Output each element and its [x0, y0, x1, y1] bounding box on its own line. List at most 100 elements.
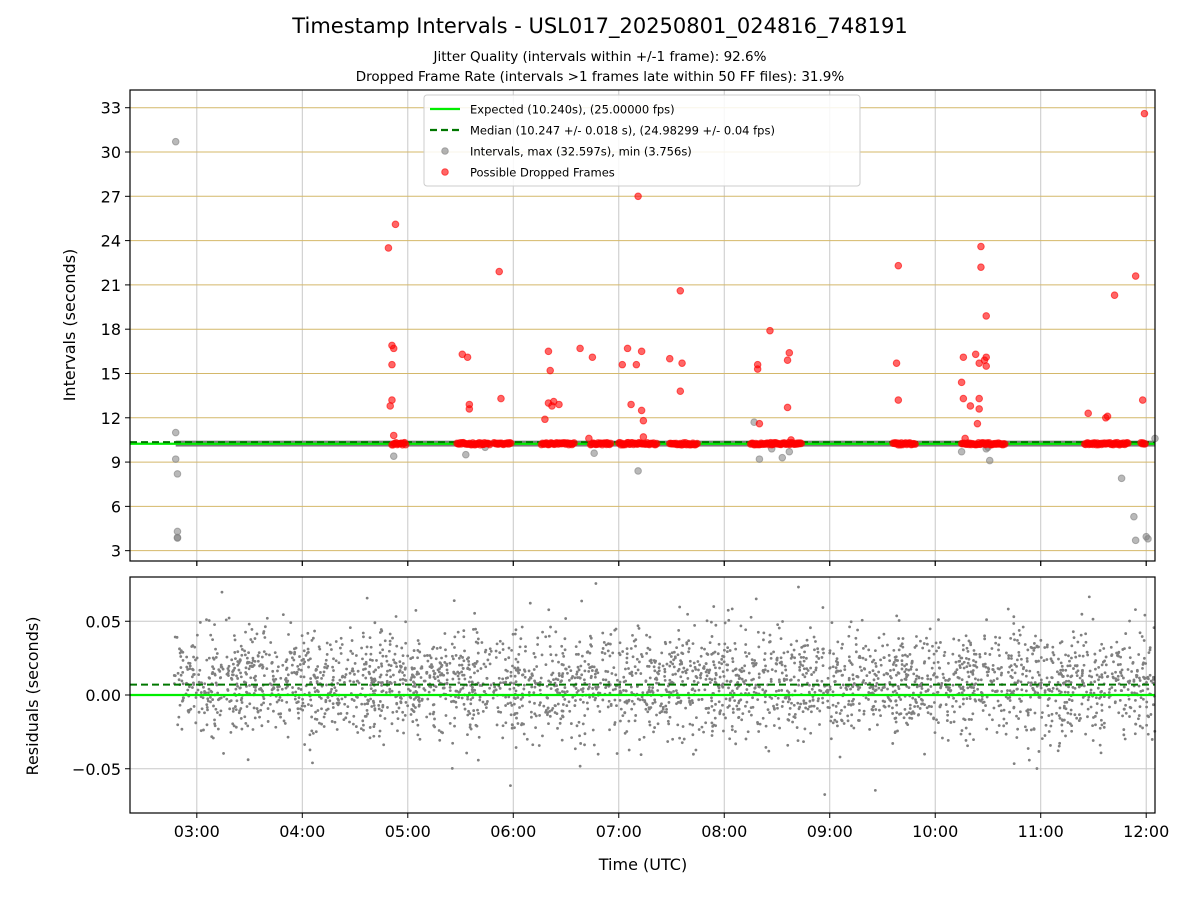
residual-point — [783, 696, 787, 700]
residual-point — [630, 674, 634, 677]
residual-point — [836, 669, 840, 673]
residual-point — [548, 709, 552, 713]
residual-point — [1075, 671, 1078, 674]
residual-point — [1113, 689, 1117, 692]
residual-point — [324, 658, 328, 662]
residuals-x-tick-label: 04:00 — [279, 822, 325, 841]
residual-point — [895, 659, 899, 662]
residual-point — [458, 663, 461, 667]
residual-point — [1128, 619, 1131, 623]
residual-point — [772, 724, 776, 727]
residual-point — [743, 682, 747, 686]
residual-point — [1015, 658, 1019, 662]
residual-point — [891, 690, 895, 694]
residual-point — [1040, 715, 1044, 719]
residual-point — [1019, 680, 1023, 684]
residual-point — [949, 689, 953, 692]
residual-point — [299, 707, 302, 711]
residual-point — [657, 666, 661, 670]
residual-point — [668, 678, 672, 682]
residual-point — [226, 667, 230, 670]
residual-point — [826, 699, 830, 703]
residual-point — [200, 681, 203, 685]
residual-point — [225, 697, 229, 701]
residual-point — [625, 661, 629, 664]
residual-point — [878, 708, 881, 712]
residual-point — [1071, 691, 1075, 694]
residual-point — [749, 615, 753, 619]
residual-point — [229, 730, 233, 734]
residual-point — [331, 702, 335, 706]
residual-point — [1036, 691, 1040, 695]
residual-point — [573, 747, 577, 751]
dropped-frame-point — [982, 353, 991, 362]
residual-point — [930, 666, 934, 670]
residual-point — [703, 688, 707, 692]
residual-point — [763, 658, 766, 662]
residual-point — [627, 698, 631, 702]
residual-point — [462, 673, 466, 677]
residual-point — [434, 685, 438, 689]
residual-point — [659, 704, 662, 708]
residual-point — [426, 697, 430, 701]
residual-point — [815, 679, 819, 683]
interval-point — [171, 455, 180, 463]
residual-point — [886, 687, 889, 691]
residual-point — [514, 657, 518, 661]
residual-point — [234, 705, 237, 708]
residual-point — [344, 716, 348, 720]
residual-point — [1126, 668, 1130, 671]
residual-point — [854, 650, 858, 654]
residual-point — [670, 651, 674, 655]
residual-point — [681, 725, 685, 728]
residual-point — [769, 656, 773, 660]
residual-point — [663, 710, 667, 714]
residual-point — [721, 682, 725, 686]
residual-point — [397, 670, 401, 674]
residual-point — [350, 639, 354, 642]
residual-point — [187, 710, 191, 714]
residual-point — [995, 731, 999, 734]
residual-point — [384, 691, 388, 694]
residual-point — [476, 651, 480, 655]
residual-point — [836, 663, 839, 666]
residual-point — [531, 743, 535, 747]
residual-point — [416, 648, 420, 652]
residual-point — [687, 639, 691, 643]
residual-point — [992, 679, 996, 682]
residual-point — [608, 691, 612, 695]
residual-point — [232, 668, 235, 672]
residual-point — [203, 682, 207, 686]
residual-point — [193, 645, 197, 649]
residual-point — [888, 659, 892, 663]
residual-point — [378, 700, 382, 703]
residual-point — [513, 674, 517, 678]
residual-point — [400, 697, 403, 700]
residual-point — [1110, 672, 1114, 676]
intervals-y-tick-label: 18 — [101, 320, 121, 339]
residual-point — [601, 658, 605, 662]
residual-point — [334, 640, 338, 643]
residual-point — [471, 717, 475, 720]
dropped-frame-point — [766, 326, 774, 335]
residual-point — [185, 665, 189, 669]
dropped-frame-point — [975, 394, 983, 403]
residual-point — [895, 614, 899, 618]
residual-point — [360, 646, 363, 650]
residual-point — [1023, 643, 1027, 646]
residual-point — [928, 627, 932, 631]
dropped-frame-point — [1124, 439, 1132, 447]
residual-point — [1095, 673, 1099, 677]
residual-point — [1049, 744, 1052, 747]
residual-point — [625, 647, 629, 651]
residual-point — [1066, 690, 1070, 694]
residual-point — [551, 659, 554, 663]
residual-point — [364, 662, 368, 666]
residual-point — [436, 668, 440, 672]
residual-point — [710, 620, 713, 624]
residual-point — [581, 687, 585, 690]
residual-point — [1082, 684, 1086, 688]
residual-point — [854, 643, 858, 646]
residual-point — [836, 701, 840, 705]
residual-point — [882, 632, 886, 636]
